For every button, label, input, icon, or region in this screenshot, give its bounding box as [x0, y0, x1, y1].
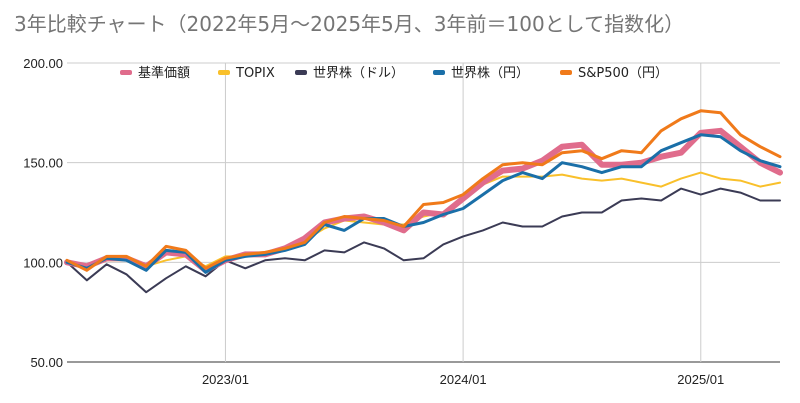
x-tick-label: 2023/01 — [202, 372, 249, 387]
legend-swatch — [433, 70, 445, 75]
y-tick-label: 50.00 — [30, 355, 63, 370]
series-lines — [64, 109, 783, 294]
y-tick-label: 200.00 — [23, 56, 63, 71]
legend-swatch — [560, 70, 572, 75]
chart-title: 3年比較チャート（2022年5月〜2025年5月、3年前＝100として指数化） — [14, 12, 685, 36]
y-tick-label: 100.00 — [23, 255, 63, 270]
grid — [67, 62, 780, 363]
legend-label: 世界株（ドル） — [313, 66, 404, 81]
legend-swatch — [218, 70, 230, 75]
y-axis-ticks: 50.00 100.00 150.00 200.00 — [23, 56, 63, 370]
legend-label: 世界株（円） — [451, 66, 529, 81]
x-tick-label: 2024/01 — [440, 372, 487, 387]
legend-label: S&P500（円） — [578, 66, 668, 81]
legend-label: TOPIX — [235, 66, 275, 81]
legend-swatch — [120, 70, 132, 75]
legend: 基準価額 TOPIX 世界株（ドル） 世界株（円） S&P500（円） — [120, 65, 668, 81]
legend-swatch — [295, 70, 307, 75]
legend-label: 基準価額 — [138, 65, 190, 81]
x-tick-label: 2025/01 — [677, 372, 724, 387]
series-line-4 — [65, 109, 782, 272]
series-line-2 — [66, 187, 781, 294]
y-tick-label: 150.00 — [23, 156, 63, 171]
x-axis-ticks: 2023/01 2024/01 2025/01 — [202, 372, 724, 387]
